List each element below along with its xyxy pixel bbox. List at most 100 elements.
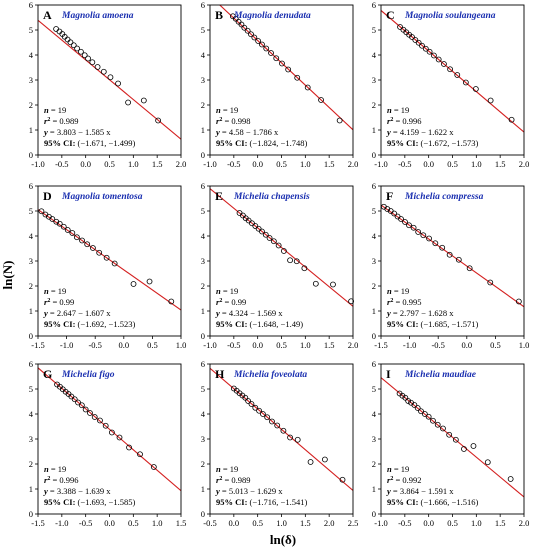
stat-n-symbol: n xyxy=(387,105,392,115)
data-point xyxy=(107,74,114,81)
data-point xyxy=(406,222,412,229)
species-title: Magnolia denudata xyxy=(233,11,311,21)
stat-eq-value: = 3.803 − 1.585 x xyxy=(48,127,111,137)
data-point xyxy=(102,422,109,429)
panel-letter: A xyxy=(43,8,52,22)
stat-r2-superscript: 2 xyxy=(390,117,393,123)
stat-n-value: = 19 xyxy=(221,105,239,115)
panel-g: -1.5 -1.0 -0.5 0.0 0.5 1.0 1.5 0 1 2 3 4 5 6G Michelia… xyxy=(29,359,187,528)
data-point xyxy=(251,34,258,41)
y-tick-label: 0 xyxy=(201,331,205,341)
data-point xyxy=(426,235,432,242)
data-point xyxy=(64,36,71,43)
data-point xyxy=(487,97,494,104)
x-tick-label: 0.0 xyxy=(80,159,91,169)
stat-ci-label: 95% CI: xyxy=(387,497,419,507)
x-tick-label: 2.5 xyxy=(348,518,359,528)
stat-n-value: = 19 xyxy=(49,464,67,474)
panel-d: -1.5 -1.0 -0.5 0.0 0.5 1.0 0 1 2 3 4 5 6D Magnolia to… xyxy=(29,181,187,350)
y-tick-label: 0 xyxy=(372,150,376,160)
stat-eq-symbol: y xyxy=(43,127,48,137)
y-tick-label: 6 xyxy=(201,181,205,191)
y-tick-label: 4 xyxy=(372,50,377,60)
stat-r2-superscript: 2 xyxy=(219,298,222,304)
data-point xyxy=(60,223,67,230)
stat-equation: y = 3.388 − 1.639 x xyxy=(43,486,111,496)
data-point xyxy=(405,398,412,404)
data-point xyxy=(446,431,453,438)
stat-r2-superscript: 2 xyxy=(219,476,222,482)
data-point xyxy=(515,298,522,305)
data-point xyxy=(263,45,270,52)
stat-ci-value: (−1.671, −1.499) xyxy=(75,138,135,148)
data-point xyxy=(418,408,424,415)
data-point xyxy=(116,434,123,441)
fit-line xyxy=(381,377,524,498)
stat-r2-symbol: r xyxy=(387,116,391,126)
data-point xyxy=(270,238,277,245)
data-point xyxy=(248,401,255,407)
stat-eq-value: = 4.58 − 1.786 x xyxy=(220,127,279,137)
data-point xyxy=(89,59,96,66)
data-point xyxy=(87,410,93,416)
panel-h: -0.5 0.0 0.5 1.0 1.5 2.0 2.5 0 1 2 3 4 5 6H Michelia f… xyxy=(201,359,359,528)
data-point xyxy=(275,242,282,249)
y-tick-label: 5 xyxy=(372,384,376,394)
y-tick-label: 6 xyxy=(372,181,376,191)
y-tick-label: 6 xyxy=(29,0,33,10)
x-tick-label: 0.5 xyxy=(276,340,287,350)
stat-r2-superscript: 2 xyxy=(390,298,393,304)
stat-eq-symbol: y xyxy=(215,486,220,496)
y-tick-label: 4 xyxy=(372,409,377,419)
stat-eq-symbol: y xyxy=(215,308,220,318)
stat-eq-symbol: y xyxy=(386,127,391,137)
y-tick-label: 2 xyxy=(201,281,205,291)
stat-n-symbol: n xyxy=(387,464,392,474)
panel-letter: F xyxy=(386,189,393,203)
y-tick-label: 4 xyxy=(201,231,206,241)
stat-n-value: = 19 xyxy=(221,286,239,296)
stat-r2-symbol: r xyxy=(44,475,48,485)
data-point xyxy=(455,256,462,263)
data-point xyxy=(126,444,132,451)
data-point xyxy=(67,39,74,46)
data-point xyxy=(411,402,418,408)
stat-n: n = 19 xyxy=(44,464,66,474)
data-point xyxy=(507,476,514,482)
x-tick-label: 0.0 xyxy=(252,159,263,169)
data-point xyxy=(69,230,76,236)
x-tick-label: 1.0 xyxy=(300,340,311,350)
data-point xyxy=(137,451,143,458)
data-point xyxy=(78,402,85,409)
stat-ci: 95% CI: (−1.685, −1.571) xyxy=(387,319,478,329)
panel-letter: D xyxy=(43,189,52,203)
data-point xyxy=(97,417,103,424)
data-point xyxy=(466,265,473,272)
data-point xyxy=(125,99,131,106)
stat-n: n = 19 xyxy=(387,286,409,296)
y-tick-label: 4 xyxy=(372,231,377,241)
stat-n: n = 19 xyxy=(216,286,238,296)
data-point xyxy=(339,476,346,483)
y-tick-label: 1 xyxy=(29,484,33,494)
y-tick-label: 2 xyxy=(372,100,376,110)
data-point xyxy=(447,66,454,73)
species-title: Michelia foveolata xyxy=(233,370,307,380)
x-tick-label: 0.0 xyxy=(423,518,434,528)
data-point xyxy=(435,56,442,63)
data-point xyxy=(168,298,175,305)
stat-ci-label: 95% CI: xyxy=(44,319,76,329)
x-tick-label: -1.0 xyxy=(374,159,387,169)
y-tick-label: 4 xyxy=(201,50,206,60)
x-tick-label: 0.5 xyxy=(104,159,115,169)
stat-equation: y = 4.58 − 1.786 x xyxy=(215,127,279,137)
y-tick-label: 3 xyxy=(29,434,33,444)
stat-r2-value: = 0.996 xyxy=(50,475,78,485)
y-tick-label: 3 xyxy=(29,75,33,85)
data-point xyxy=(391,210,398,217)
panel-i: -1.0 -0.5 0.0 0.5 1.0 1.5 2.0 0 1 2 3 4 5 6I Michelia … xyxy=(372,359,530,528)
y-tick-label: 5 xyxy=(29,384,33,394)
x-tick-label: 2.0 xyxy=(519,159,530,169)
data-point xyxy=(430,417,436,424)
stat-eq-value: = 2.797 − 1.628 x xyxy=(391,308,454,318)
